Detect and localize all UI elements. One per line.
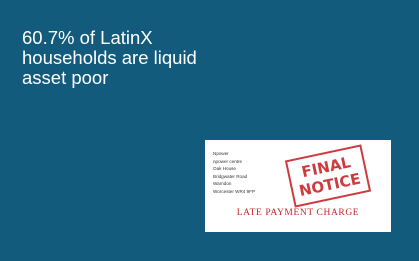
address-line: npower centre bbox=[213, 158, 255, 166]
address-line: Oak House bbox=[213, 165, 255, 173]
address-line: Worcester WR4 9FP bbox=[213, 188, 255, 196]
letter-footer: LATE PAYMENT CHARGE bbox=[205, 208, 391, 218]
address-line: Npower bbox=[213, 150, 255, 158]
address-line: Warndon bbox=[213, 180, 255, 188]
slide: 60.7% of LatinXhouseholds are liquidasse… bbox=[0, 0, 419, 261]
heading-line: asset poor bbox=[22, 68, 197, 88]
address-line: Bridgwater Road bbox=[213, 173, 255, 181]
heading-line: 60.7% of LatinX bbox=[22, 28, 197, 48]
heading-line: households are liquid bbox=[22, 48, 197, 68]
